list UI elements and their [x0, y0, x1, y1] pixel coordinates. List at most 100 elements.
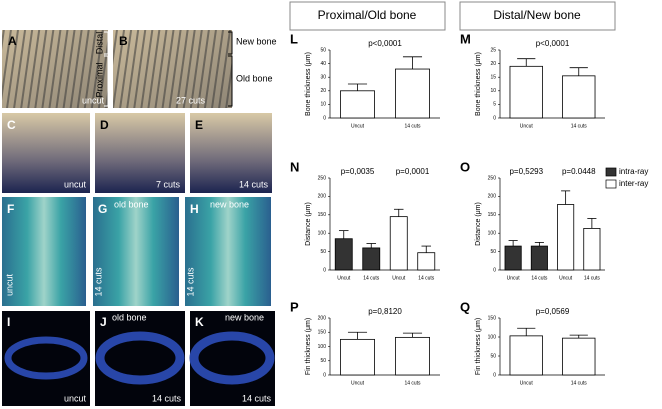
image-k: [190, 311, 275, 406]
panel-label: P: [290, 299, 299, 314]
image-i: [2, 311, 90, 406]
legend-swatch: [605, 167, 617, 177]
legend-swatch: [605, 179, 617, 189]
x-tick-label: Uncut: [507, 275, 521, 281]
bar: [562, 75, 596, 119]
y-tick-label: 50: [490, 353, 496, 359]
x-tick-label: Uncut: [520, 123, 534, 129]
panel-label: A: [8, 34, 17, 48]
bar: [340, 338, 375, 376]
y-tick-label: 150: [488, 315, 497, 321]
bar: [557, 204, 575, 271]
panel-label: C: [7, 118, 16, 132]
image-g: [93, 197, 179, 306]
bar: [504, 245, 522, 271]
caption: 7 cuts: [156, 179, 181, 189]
bar: [509, 65, 543, 119]
y-tick-label: 0: [493, 372, 496, 378]
annotation: p<0,0001: [536, 39, 570, 48]
y-tick-label: 100: [318, 231, 327, 237]
panel-label: B: [119, 34, 128, 48]
bar: [395, 68, 430, 119]
annotation: p=0,8120: [368, 307, 402, 316]
caption: 14 cuts: [239, 179, 269, 189]
bracket-a: [104, 31, 109, 107]
bar: [395, 336, 430, 376]
annotation: p<0,0001: [368, 39, 402, 48]
caption: uncut: [4, 273, 14, 296]
note: new bone: [225, 312, 264, 322]
bracket-label: New bone: [236, 36, 277, 46]
y-axis-title: Distance (μm): [305, 202, 312, 246]
panel-label: F: [7, 202, 14, 216]
annotation: p=0,0035: [341, 167, 375, 176]
image-e: [190, 113, 272, 193]
column-headers: Proximal/Old bone Distal/New bone: [289, 1, 616, 31]
x-tick-label: 14 cuts: [571, 380, 588, 386]
x-tick-label: 14 cuts: [531, 275, 548, 281]
bar: [334, 238, 353, 271]
y-tick-label: 100: [318, 344, 327, 350]
x-tick-label: Uncut: [392, 275, 406, 281]
caption: 27 cuts: [176, 95, 206, 105]
x-tick-label: Uncut: [351, 380, 365, 386]
legend-label: intra-ray: [619, 167, 648, 176]
y-axis-title: Bone thickness (μm): [475, 52, 482, 116]
bracket-label: Proximal: [94, 62, 104, 97]
annotation: p=0.0448: [562, 167, 596, 176]
caption: 14 cuts: [242, 393, 272, 403]
y-tick-label: 150: [318, 330, 327, 336]
bar: [362, 247, 381, 271]
x-tick-label: 14 cuts: [571, 123, 588, 129]
y-tick-label: 50: [320, 47, 326, 53]
bar: [417, 252, 436, 271]
panel-label: Q: [460, 299, 470, 314]
note: new bone: [210, 199, 249, 209]
y-tick-label: 40: [320, 61, 326, 67]
y-tick-label: 0: [323, 267, 326, 273]
image-c: [2, 113, 90, 193]
legend-label: inter-ray: [619, 179, 648, 188]
y-tick-label: 250: [318, 175, 327, 181]
image-f: [2, 197, 86, 306]
column-header: Distal/New bone: [493, 8, 581, 22]
x-tick-label: 14 cuts: [404, 123, 421, 129]
panel-label: D: [100, 118, 109, 132]
x-tick-label: 14 cuts: [404, 380, 421, 386]
panel-label: E: [195, 118, 203, 132]
y-tick-label: 150: [318, 212, 327, 218]
panel-label: N: [290, 159, 299, 174]
section-i: [4, 336, 88, 380]
column-header: Proximal/Old bone: [318, 8, 417, 22]
image-b-rays: [113, 30, 232, 108]
y-tick-label: 10: [320, 102, 326, 108]
panel-label: K: [195, 315, 204, 329]
y-tick-label: 25: [490, 47, 496, 53]
caption: 14 cuts: [185, 267, 195, 297]
x-tick-label: Uncut: [520, 380, 534, 386]
panel-label: I: [7, 315, 10, 329]
x-tick-label: 14 cuts: [418, 275, 435, 281]
y-tick-label: 5: [493, 102, 496, 108]
caption: 14 cuts: [93, 267, 103, 297]
bar: [530, 245, 548, 271]
y-tick-label: 200: [318, 194, 327, 200]
image-j: [95, 311, 185, 406]
note: old bone: [114, 199, 149, 209]
y-tick-label: 200: [318, 315, 327, 321]
y-tick-label: 10: [490, 88, 496, 94]
bar: [583, 228, 601, 271]
x-tick-label: 14 cuts: [584, 275, 601, 281]
bar: [389, 216, 408, 271]
image-panels: [2, 30, 275, 406]
y-axis-title: Fin thickness (μm): [305, 318, 312, 375]
image-a-rays: [2, 30, 108, 108]
x-tick-label: Uncut: [351, 123, 365, 129]
note: old bone: [112, 312, 147, 322]
panel-label: M: [460, 31, 471, 46]
bar: [562, 337, 596, 376]
bar: [509, 335, 543, 376]
section-k: [189, 331, 275, 385]
panel-label: L: [290, 31, 298, 46]
